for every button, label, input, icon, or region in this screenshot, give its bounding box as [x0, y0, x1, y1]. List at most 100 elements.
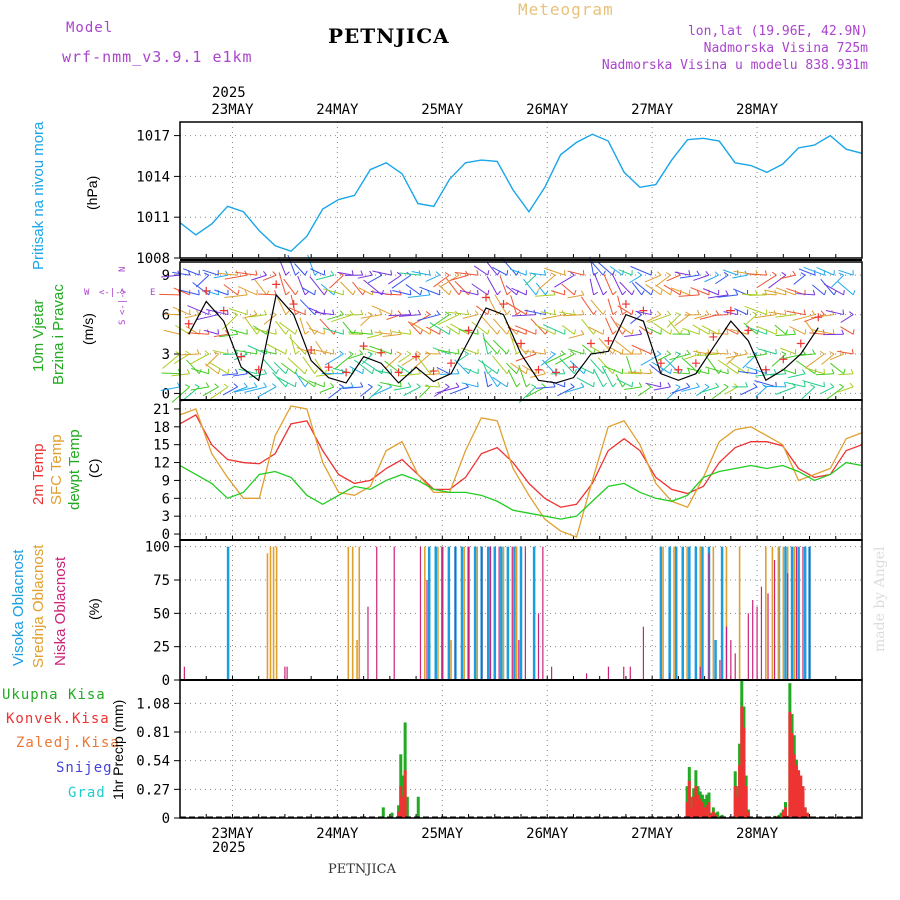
low-cloud-bar	[441, 546, 443, 680]
wind-barb-tick	[399, 381, 402, 387]
wind-barb	[694, 314, 710, 320]
wind-barb-tick	[397, 310, 402, 315]
wind-barb-tick	[656, 310, 662, 315]
mid-cloud-bar	[782, 546, 785, 680]
wind-gust-mark	[464, 326, 473, 335]
wind-barb	[732, 274, 748, 279]
wind-barb-tick	[582, 270, 585, 276]
mid-cloud-bar	[738, 546, 741, 680]
wind-barb	[400, 373, 421, 377]
wind-barb-tick	[417, 369, 421, 374]
total-precip-bar	[399, 754, 403, 818]
wind-barb	[631, 282, 643, 296]
conv-precip-bar	[801, 786, 805, 818]
wind-barb-tick	[304, 270, 308, 276]
wind-gust-mark	[621, 300, 630, 309]
wind-barb	[671, 386, 690, 394]
wind-barb-tick	[304, 382, 309, 388]
wind-barb	[789, 325, 806, 335]
wind-barb	[190, 386, 209, 391]
wind-barb	[233, 386, 258, 393]
wind-barb	[471, 283, 489, 296]
wind-barb	[579, 366, 594, 375]
conv-precip-bar	[705, 805, 709, 818]
wind-barb	[509, 268, 527, 276]
wind-barb	[380, 382, 402, 388]
wind-barb	[755, 386, 768, 397]
wind-barb	[655, 274, 671, 287]
low-cloud-bar	[760, 586, 763, 680]
wind-barb-tick	[735, 290, 739, 296]
wind-barb	[437, 314, 460, 326]
wind-barb-tick	[487, 309, 490, 315]
wind-barb	[297, 275, 306, 296]
wind-barb	[840, 326, 854, 335]
wind-barb-tick	[367, 311, 373, 316]
wind-barb	[712, 386, 729, 400]
wind-barb	[315, 373, 334, 377]
wind-barb-tick	[406, 350, 412, 355]
y-tick-label: 0	[162, 527, 170, 543]
wind-barb-tick	[541, 383, 546, 388]
wind-barb-tick	[823, 289, 827, 296]
low-cloud-bar	[286, 666, 288, 680]
low-cloud-bar	[747, 613, 749, 680]
wind-barb	[478, 359, 498, 375]
wind-barb	[775, 386, 796, 395]
wind-barb	[764, 385, 786, 388]
wind-barb-tick	[314, 329, 318, 335]
wind-gust-mark	[429, 367, 438, 376]
wind-barb-tick	[602, 291, 608, 296]
wind-barb-tick	[314, 369, 318, 374]
wind-barb	[172, 271, 190, 276]
wind-gust-mark	[586, 339, 595, 348]
wind-barb	[173, 353, 190, 365]
wind-barb	[393, 386, 411, 391]
high-cloud-bar	[447, 546, 451, 680]
wind-barb-tick	[362, 368, 364, 374]
wind-barb	[637, 386, 652, 397]
wind-barb	[398, 353, 412, 363]
high-cloud-bar	[460, 546, 464, 680]
wind-barb-tick	[696, 290, 700, 296]
wind-barb-tick	[227, 368, 230, 374]
mid-cloud-bar	[266, 553, 269, 680]
low-cloud-bar	[481, 546, 483, 680]
wind-barb	[800, 353, 815, 356]
wind-barb-tick	[455, 382, 460, 388]
total-precip-bar	[390, 812, 394, 818]
wind-barb-tick	[832, 329, 835, 335]
wind-gust-mark	[272, 280, 281, 289]
low-cloud-bar	[376, 546, 378, 680]
wind-barb	[565, 386, 585, 393]
conv-precip-bar	[709, 814, 713, 818]
wind-barb-tick	[272, 383, 277, 388]
wind-barb-tick	[487, 350, 493, 355]
wind-barb	[674, 271, 690, 276]
wind-barb-tick	[464, 350, 469, 355]
wind-barb	[730, 328, 748, 335]
wind-gust-mark	[517, 339, 525, 348]
high-cloud-bar	[784, 546, 787, 680]
wind-barb	[475, 305, 489, 315]
wind-barb	[171, 386, 190, 403]
wind-barb-tick	[675, 312, 681, 316]
wind-barb-tick	[715, 382, 719, 388]
wind-barb-tick	[506, 310, 511, 315]
high-cloud-bar	[427, 546, 431, 680]
wind-barb-tick	[253, 382, 258, 388]
y-tick-label: 0	[162, 386, 170, 402]
wind-barb-tick	[243, 382, 248, 388]
wind-barb	[717, 359, 739, 375]
wind-barb-tick	[726, 349, 729, 355]
mid-cloud-bar	[450, 640, 452, 680]
low-cloud-bar	[393, 546, 395, 680]
page-title: PETNJICA	[328, 24, 450, 48]
low-cloud-bar	[489, 546, 491, 680]
wind-barb	[815, 373, 835, 376]
wind-barb	[249, 373, 267, 378]
date-label-bottom: 25MAY	[421, 826, 464, 842]
conv-precip-bar	[685, 802, 689, 818]
wind-barb-tick	[516, 311, 521, 315]
wind-barb	[340, 281, 354, 296]
